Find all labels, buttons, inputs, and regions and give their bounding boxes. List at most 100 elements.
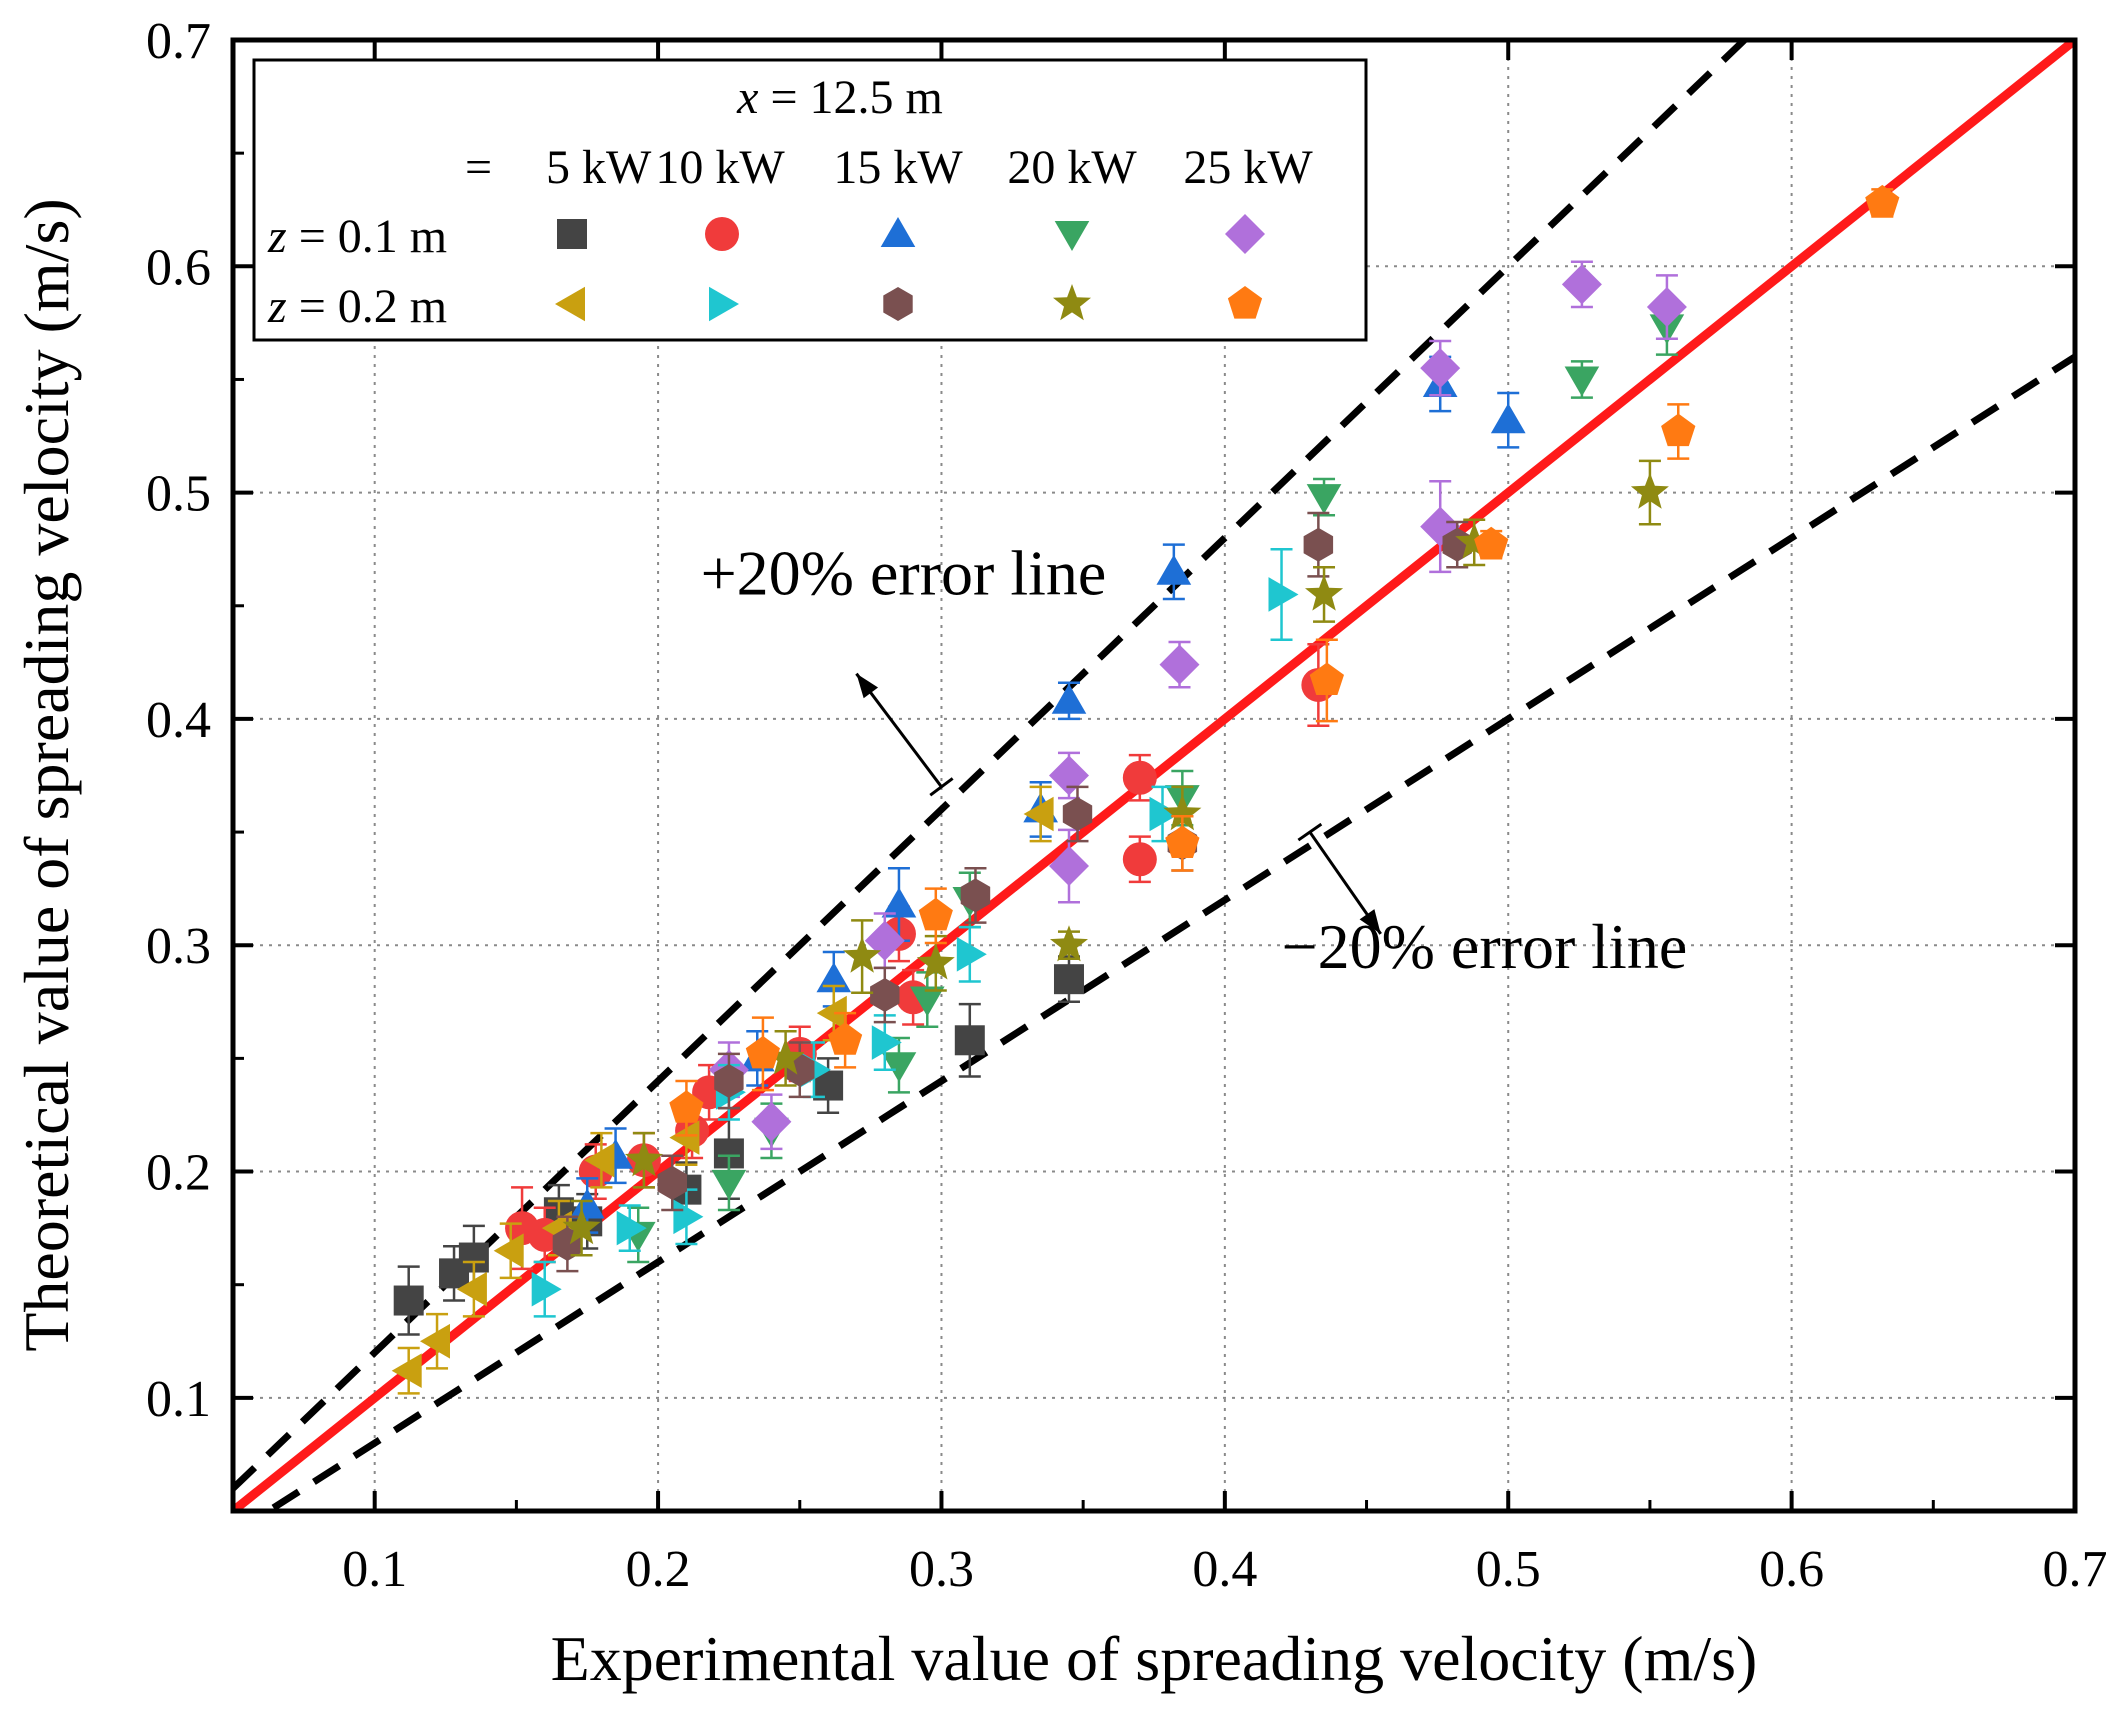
data-point bbox=[1564, 366, 1600, 397]
data-point bbox=[1149, 796, 1180, 832]
data-point bbox=[816, 995, 847, 1031]
y-tick-label: 0.5 bbox=[146, 466, 211, 523]
data-point bbox=[657, 1165, 687, 1200]
x-tick-label: 0.7 bbox=[2043, 1541, 2108, 1598]
data-point bbox=[828, 1022, 863, 1055]
legend-col-header-25kw: 25 kW bbox=[1183, 141, 1313, 194]
data-point bbox=[1561, 264, 1602, 305]
data-point bbox=[669, 1090, 704, 1123]
data-point bbox=[711, 1169, 747, 1200]
data-point bbox=[1049, 846, 1089, 886]
legend-marker-5 bbox=[1225, 214, 1265, 254]
annotation-arrow-head bbox=[856, 673, 879, 699]
data-point bbox=[493, 1233, 524, 1269]
x-tick-label: 0.5 bbox=[1476, 1541, 1541, 1598]
data-point bbox=[1050, 925, 1088, 962]
data-point bbox=[391, 1353, 422, 1388]
plot-frame bbox=[230, 37, 2078, 1514]
legend-marker-10 bbox=[1227, 286, 1263, 319]
data-point bbox=[673, 1199, 704, 1235]
data-point bbox=[751, 1101, 792, 1142]
data-point bbox=[1122, 842, 1157, 877]
legend-title-rest: = 12.5 m bbox=[758, 71, 942, 124]
data-point bbox=[1268, 577, 1299, 612]
legend-marker-3 bbox=[880, 217, 916, 247]
data-point bbox=[1049, 755, 1089, 796]
legend-row-0-var: z bbox=[267, 210, 287, 263]
x-axis-title: Experimental value of spreading velocity… bbox=[551, 1623, 1758, 1694]
data-point bbox=[1156, 554, 1192, 585]
legend-marker-1 bbox=[557, 219, 587, 249]
legend-title-var: x bbox=[736, 71, 758, 124]
y-tick-label: 0.1 bbox=[146, 1371, 211, 1428]
data-point bbox=[816, 962, 852, 993]
legend-col-header-prefix: = bbox=[465, 141, 492, 194]
series-5 bbox=[708, 260, 1687, 1151]
data-point bbox=[624, 1140, 663, 1177]
legend-marker-7 bbox=[709, 286, 739, 322]
y-tick-label: 0.6 bbox=[146, 239, 211, 296]
legend-row-0-rest: = 0.1 m bbox=[287, 210, 447, 263]
legend-marker-4 bbox=[1054, 221, 1090, 251]
data-point bbox=[1661, 413, 1696, 447]
x-tick-label: 0.6 bbox=[1759, 1541, 1824, 1598]
data-point bbox=[1865, 184, 1900, 218]
legend-box bbox=[252, 58, 1368, 342]
data-point bbox=[714, 1064, 744, 1098]
series-9 bbox=[562, 459, 1669, 1257]
y-tick-label: 0.7 bbox=[146, 13, 211, 70]
data-point bbox=[956, 937, 987, 972]
data-point bbox=[1420, 348, 1461, 389]
legend: x = 12.5 m = 5 kW 10 kW 15 kW 20 kW 25 k… bbox=[252, 58, 1368, 342]
data-point bbox=[910, 986, 945, 1017]
minus20-error-label: −20% error line bbox=[1282, 911, 1688, 982]
data-point bbox=[1051, 683, 1087, 714]
legend-col-header-15kw: 15 kW bbox=[833, 141, 963, 194]
data-point bbox=[766, 1038, 805, 1075]
data-point bbox=[531, 1271, 562, 1307]
series-10 bbox=[669, 184, 1900, 1137]
data-point bbox=[1490, 403, 1526, 434]
annotation-arrow-base bbox=[1297, 822, 1323, 842]
data-point bbox=[1053, 964, 1084, 995]
error-line-dashed bbox=[261, 353, 2075, 1511]
data-point bbox=[1165, 825, 1200, 858]
data-point bbox=[456, 1271, 487, 1307]
data-point bbox=[393, 1285, 424, 1316]
data-point bbox=[881, 1052, 917, 1083]
axis-ticks: 0.1 0.2 0.3 0.4 0.5 0.6 0.7 0.1 0.2 0.3 0.4 0.5 0.6 0… bbox=[146, 13, 2108, 1598]
data-point bbox=[1306, 484, 1342, 515]
data-point bbox=[881, 887, 917, 918]
plus20-error-label: +20% error line bbox=[701, 537, 1107, 608]
x-tick-label: 0.1 bbox=[342, 1541, 407, 1598]
data-point bbox=[616, 1210, 647, 1246]
y-tick-label: 0.2 bbox=[146, 1145, 211, 1202]
data-point bbox=[871, 1025, 902, 1060]
legend-markers bbox=[555, 214, 1265, 322]
legend-col-header-5kw: 5 kW bbox=[546, 141, 652, 194]
data-point bbox=[569, 1188, 605, 1219]
annotation-arrow-head bbox=[1359, 909, 1381, 934]
legend-col-header-10kw: 10 kW bbox=[655, 141, 785, 194]
y-axis-title: Theoretical value of spreading velocity … bbox=[11, 198, 82, 1351]
annotations: +20% error line −20% error line bbox=[701, 537, 1688, 981]
series-1 bbox=[393, 955, 1084, 1336]
data-point bbox=[669, 1120, 700, 1155]
y-tick-label: 0.3 bbox=[146, 918, 211, 975]
data-point bbox=[1455, 522, 1494, 559]
data-point bbox=[1062, 797, 1093, 831]
data-point bbox=[916, 943, 955, 980]
data-point bbox=[1303, 527, 1334, 562]
data-point bbox=[1023, 796, 1054, 832]
x-tick-label: 0.3 bbox=[909, 1541, 974, 1598]
data-point bbox=[843, 936, 882, 973]
data-point bbox=[954, 1025, 985, 1056]
data-point bbox=[870, 978, 900, 1012]
legend-marker-2 bbox=[705, 217, 739, 251]
annotation-arrow-base bbox=[929, 777, 954, 797]
legend-marker-6 bbox=[555, 286, 585, 322]
data-point bbox=[420, 1323, 450, 1359]
data-point bbox=[918, 897, 953, 931]
